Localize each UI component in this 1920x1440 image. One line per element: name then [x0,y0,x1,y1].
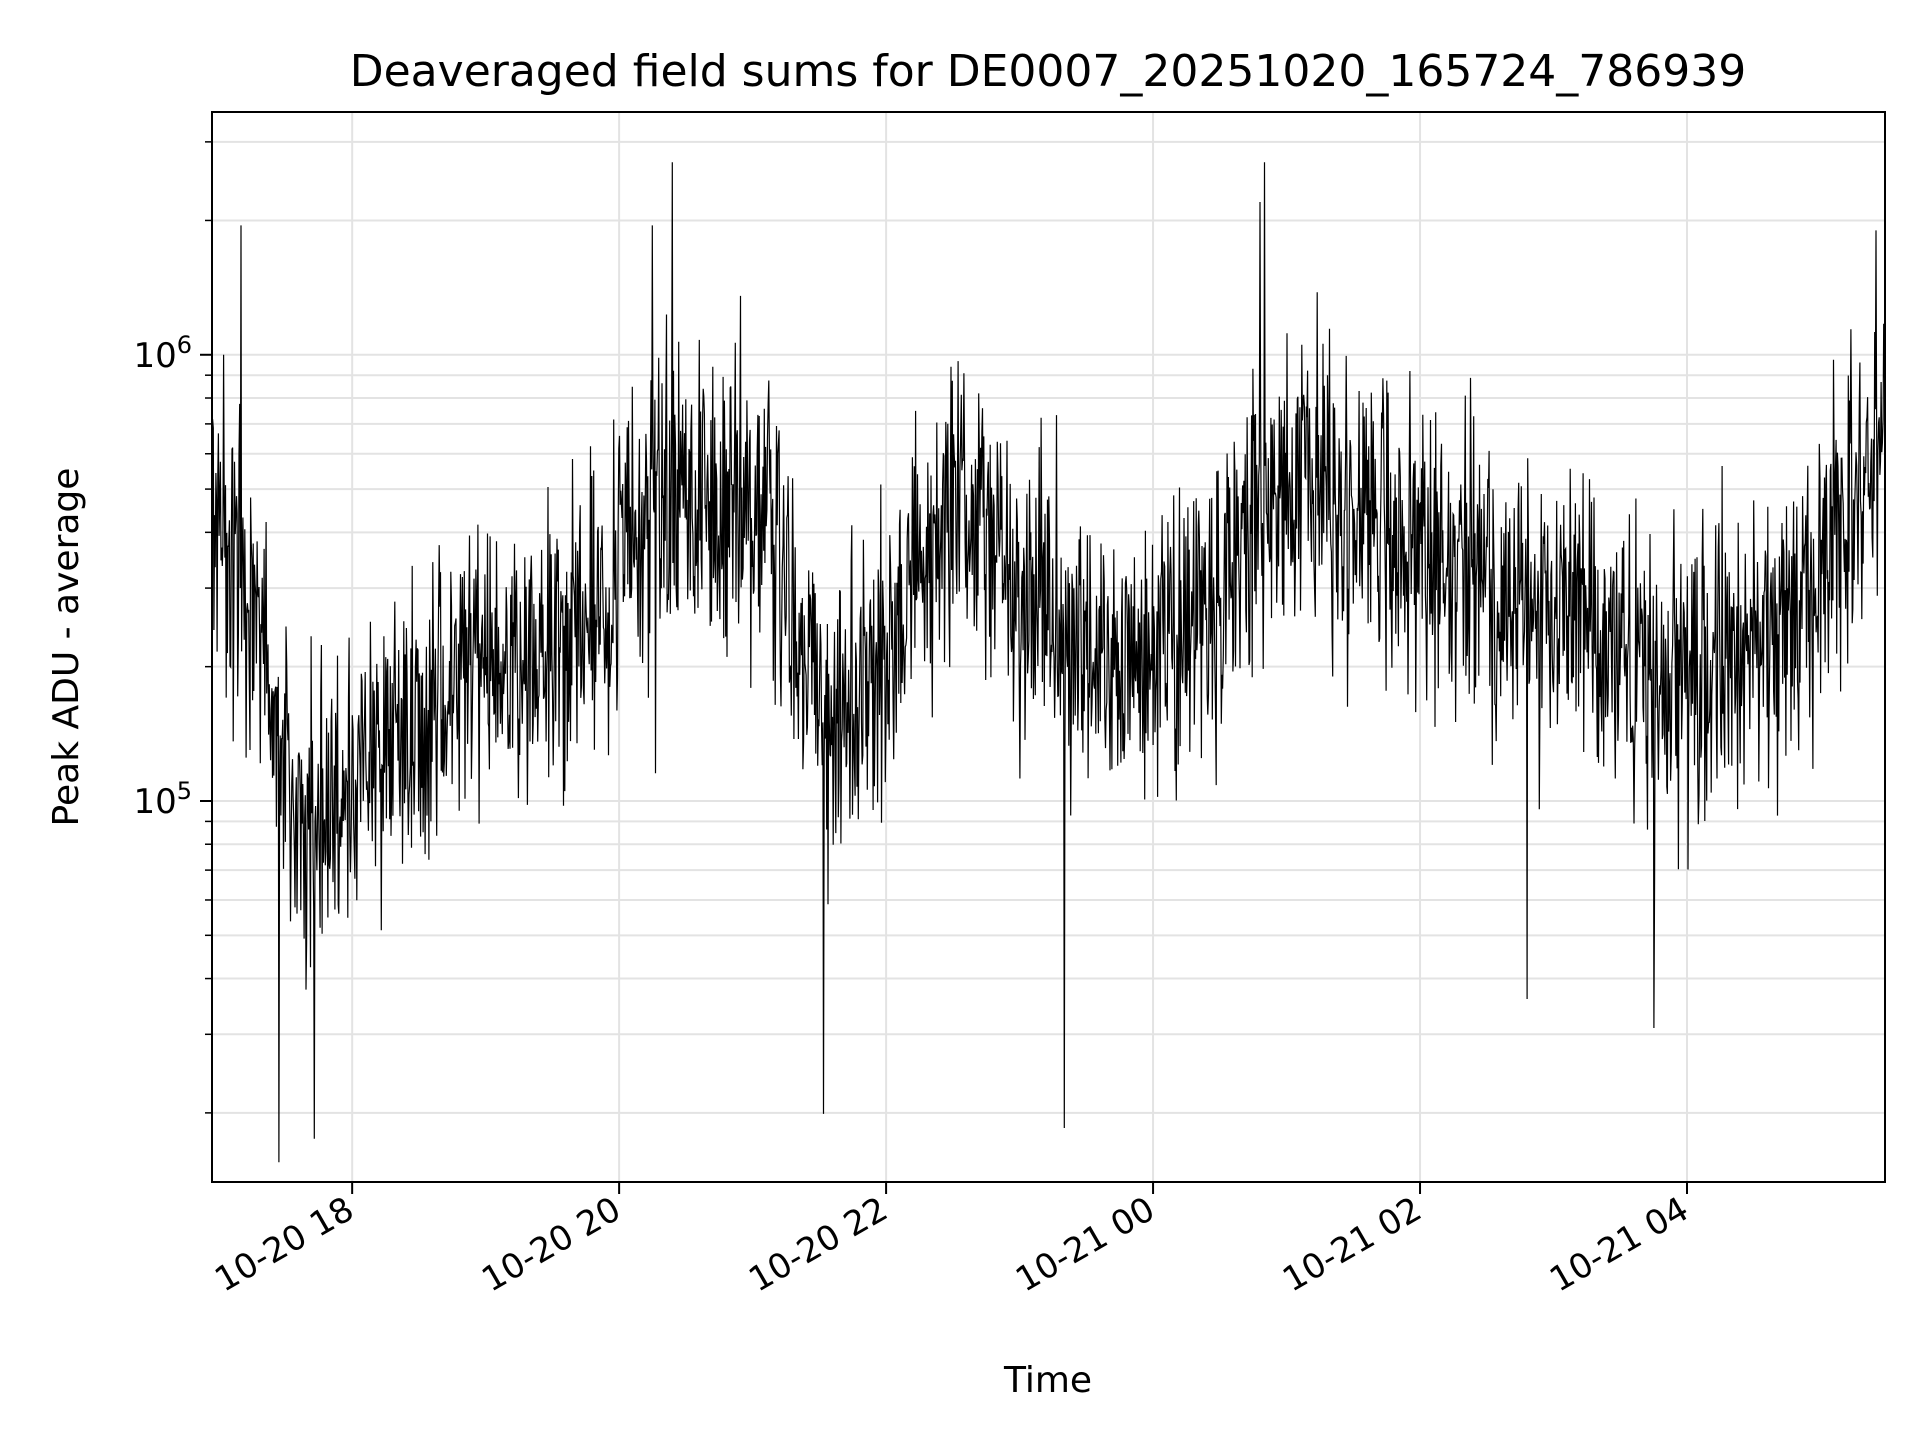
series-path [211,162,1886,1163]
y-axis-label: Peak ADU - average [46,468,87,827]
x-axis-label: Time [1003,1360,1092,1401]
y-tick-label: 105 [133,777,192,822]
y-axis-ticks: 105 106 [133,141,212,1114]
chart-title: Deaveraged field sums for DE0007_2025102… [350,46,1747,97]
plot-frame [211,111,1886,1183]
y-tick-label: 106 [133,331,192,376]
series-line [211,162,1886,1163]
grid [212,112,1885,1182]
